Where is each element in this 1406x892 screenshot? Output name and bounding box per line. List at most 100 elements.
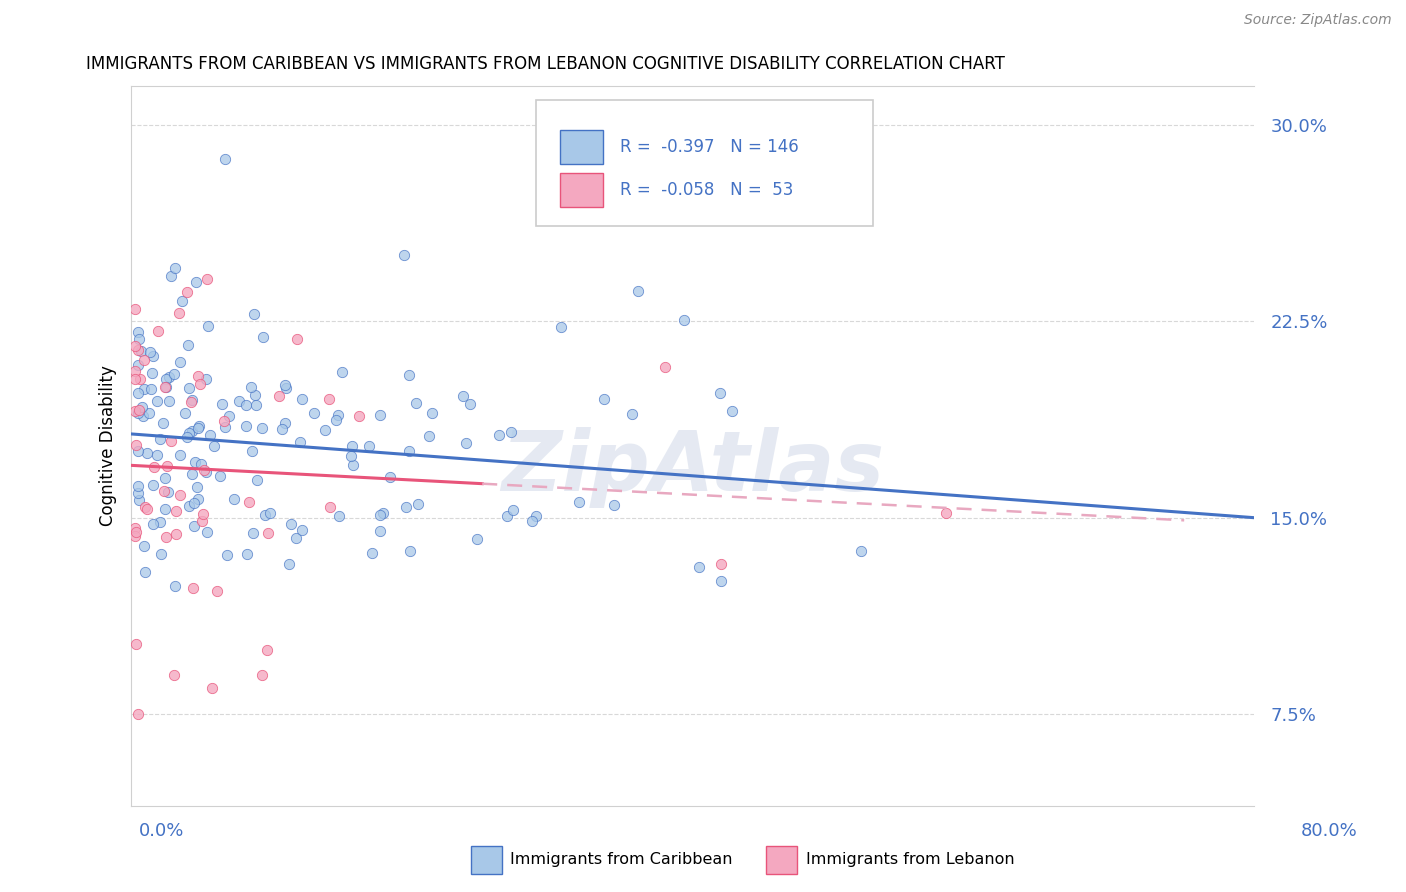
Point — [710, 574, 733, 588]
Point — [202, 439, 225, 453]
FancyBboxPatch shape — [560, 173, 603, 208]
Point — [180, 467, 202, 481]
Point — [240, 444, 263, 458]
Point — [721, 404, 744, 418]
Point — [124, 302, 146, 317]
Point — [135, 446, 157, 460]
Point — [142, 349, 165, 363]
Point — [222, 491, 245, 506]
Point — [285, 332, 308, 346]
Point — [502, 503, 524, 517]
Point — [131, 400, 153, 414]
Point — [190, 457, 212, 471]
Point — [160, 269, 183, 284]
Point — [201, 681, 224, 695]
Point — [176, 430, 198, 444]
Point — [205, 584, 228, 599]
Text: ZipAtlas: ZipAtlas — [502, 426, 884, 508]
Point — [127, 358, 149, 372]
Point — [156, 484, 179, 499]
Point — [142, 478, 165, 492]
Point — [371, 506, 394, 520]
Point — [405, 396, 427, 410]
Point — [167, 306, 190, 320]
Point — [162, 367, 184, 381]
Point — [242, 526, 264, 541]
Point — [181, 393, 204, 408]
Point — [125, 438, 148, 452]
Point — [934, 506, 956, 520]
Point — [456, 436, 478, 450]
Point — [488, 428, 510, 442]
Point — [155, 380, 177, 394]
Point — [124, 403, 146, 417]
Point — [197, 524, 219, 539]
Point — [228, 393, 250, 408]
Point — [127, 385, 149, 400]
Point — [368, 408, 391, 422]
Point — [218, 409, 240, 423]
Point — [340, 439, 363, 453]
Point — [127, 325, 149, 339]
Point — [184, 275, 207, 289]
Point — [163, 579, 186, 593]
Point — [235, 418, 257, 433]
Point — [499, 425, 522, 439]
Point — [187, 491, 209, 506]
Point — [124, 521, 146, 535]
Point — [127, 479, 149, 493]
Point — [284, 531, 307, 545]
Point — [180, 395, 202, 409]
Point — [152, 416, 174, 430]
Point — [155, 530, 177, 544]
Point — [252, 330, 274, 344]
Point — [183, 496, 205, 510]
Point — [259, 506, 281, 520]
Point — [177, 338, 200, 352]
Point — [314, 423, 336, 437]
Point — [465, 532, 488, 546]
Point — [256, 526, 278, 541]
Point — [131, 343, 153, 358]
Point — [245, 473, 267, 487]
Point — [195, 272, 218, 286]
Point — [326, 408, 349, 422]
Point — [274, 417, 297, 431]
Point — [654, 359, 676, 374]
Point — [453, 389, 475, 403]
Point — [191, 514, 214, 528]
Point — [124, 339, 146, 353]
Point — [851, 544, 873, 558]
Point — [127, 343, 149, 358]
Point — [186, 480, 208, 494]
Point — [179, 499, 201, 513]
Point — [128, 403, 150, 417]
Point — [134, 565, 156, 579]
Point — [176, 285, 198, 300]
Point — [349, 409, 371, 424]
Point — [238, 494, 260, 508]
Point — [125, 524, 148, 539]
Point — [131, 409, 153, 423]
Text: Immigrants from Lebanon: Immigrants from Lebanon — [806, 853, 1014, 867]
Point — [361, 546, 384, 560]
Point — [398, 444, 420, 458]
Point — [187, 419, 209, 434]
Point — [134, 539, 156, 553]
Point — [134, 382, 156, 396]
Point — [135, 502, 157, 516]
Point — [458, 397, 481, 411]
Point — [124, 364, 146, 378]
Point — [256, 643, 278, 657]
Point — [125, 637, 148, 651]
Point — [370, 524, 392, 538]
Point — [318, 392, 340, 406]
Point — [710, 557, 733, 571]
Point — [153, 483, 176, 498]
Point — [709, 385, 731, 400]
Point — [250, 668, 273, 682]
Point — [188, 377, 211, 392]
Point — [496, 508, 519, 523]
Point — [179, 426, 201, 441]
Point — [163, 260, 186, 275]
